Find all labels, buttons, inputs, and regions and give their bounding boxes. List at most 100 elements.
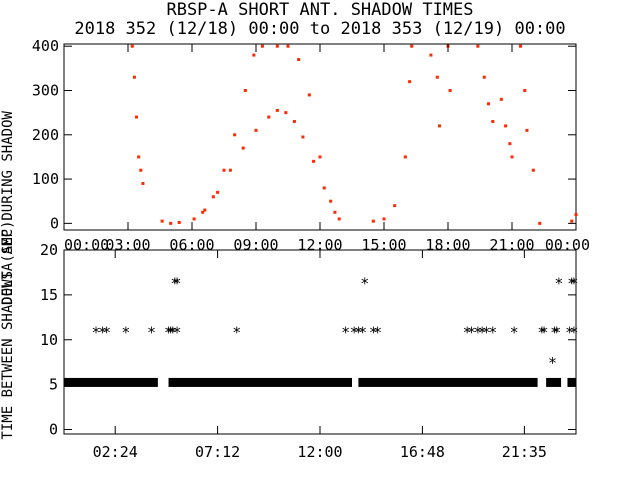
top-data-point	[275, 44, 279, 48]
bottom-x-tick-label: 07:12	[195, 443, 240, 461]
top-data-point	[286, 44, 290, 48]
top-y-tick-label: 300	[32, 82, 59, 100]
bottom-data-point: *	[552, 324, 561, 342]
bottom-data-point: *	[510, 324, 519, 342]
top-data-point	[437, 124, 441, 128]
top-data-point	[410, 44, 414, 48]
top-data-point	[329, 199, 333, 203]
top-plot-frame	[63, 43, 577, 231]
bottom-baseline-points	[567, 377, 576, 387]
top-y-tick-label: 0	[50, 214, 59, 232]
top-data-point	[297, 58, 301, 61]
bottom-data-point: *	[341, 324, 350, 342]
bottom-data-point: *	[147, 324, 156, 342]
top-data-point	[429, 53, 433, 57]
bottom-data-point: *	[164, 324, 173, 342]
top-data-point	[574, 213, 578, 216]
top-data-point	[284, 111, 288, 115]
top-data-point	[448, 89, 452, 92]
top-data-point	[337, 217, 341, 221]
bottom-data-point: *	[539, 324, 548, 342]
bottom-data-point: *	[473, 324, 482, 342]
bottom-y-tick-label: 20	[40, 241, 58, 259]
top-data-point	[252, 53, 256, 57]
bottom-data-point: *	[565, 324, 574, 342]
bottom-x-tick-label: 02:24	[93, 443, 138, 461]
top-y-tick-label: 100	[32, 170, 59, 188]
top-x-tick-label: 03:00	[105, 236, 150, 254]
top-y-tick-label: 200	[32, 126, 59, 144]
bottom-data-point: *	[373, 324, 382, 342]
top-data-point	[130, 44, 134, 48]
top-data-point	[139, 168, 143, 172]
top-x-tick-label: 18:00	[425, 236, 470, 254]
bottom-data-point: *	[354, 324, 363, 342]
bottom-data-point: *	[91, 324, 100, 342]
top-data-point	[260, 44, 264, 48]
bottom-data-point: *	[569, 324, 578, 342]
top-data-point	[132, 75, 136, 79]
top-y-tick-label: 400	[32, 37, 59, 55]
bottom-y-tick-label: 0	[49, 421, 58, 439]
top-data-point	[192, 217, 196, 221]
bottom-data-point: *	[467, 324, 476, 342]
bottom-data-point: *	[360, 274, 369, 292]
top-data-point	[216, 190, 220, 194]
bottom-data-point: *	[173, 274, 182, 292]
top-data-point	[482, 75, 486, 79]
bottom-plot: *** * * ******* * ****** ****** * ********** 0 5 1…	[40, 241, 578, 461]
top-data-point	[408, 80, 412, 84]
bottom-baseline-points	[358, 377, 538, 387]
top-data-point	[371, 219, 375, 223]
bottom-baseline-points	[546, 377, 562, 387]
top-data-point	[267, 115, 271, 119]
bottom-data-point: *	[121, 324, 130, 342]
bottom-data-point: *	[350, 324, 359, 342]
top-data-point	[141, 182, 145, 185]
top-data-point	[523, 89, 527, 92]
bottom-data-point: *	[232, 324, 241, 342]
top-data-point	[333, 210, 337, 214]
chart-subtitle: 2018 352 (12/18) 00:00 to 2018 353 (12/1…	[74, 19, 565, 39]
top-data-point	[312, 159, 316, 163]
top-data-point	[233, 133, 237, 137]
bottom-data-point: *	[488, 324, 497, 342]
bottom-data-point: *	[478, 324, 487, 342]
top-plot-marks	[130, 44, 578, 225]
bottom-x-tick-label: 16:48	[400, 443, 445, 461]
bottom-data-point: *	[550, 324, 559, 342]
top-x-tick-label: 15:00	[361, 236, 406, 254]
top-data-point	[510, 155, 514, 159]
top-x-tick-label: 21:00	[489, 236, 534, 254]
top-x-tick-label: 06:00	[169, 236, 214, 254]
top-data-point	[222, 168, 226, 172]
bottom-data-point: *	[166, 324, 175, 342]
bottom-data-point: *	[358, 324, 367, 342]
bottom-data-point: *	[369, 324, 378, 342]
top-x-tick-label: 09:00	[233, 236, 278, 254]
top-x-tick-label: 00:00	[64, 236, 109, 254]
top-data-point	[135, 115, 139, 119]
top-data-point	[137, 155, 141, 159]
bottom-data-point: *	[168, 324, 177, 342]
top-data-point	[160, 219, 164, 223]
top-data-point	[243, 89, 247, 92]
bottom-baseline-points	[168, 377, 352, 387]
top-plot-y-ticks: 0 100 200 300 400	[32, 37, 576, 232]
bottom-data-point: *	[567, 274, 576, 292]
top-data-point	[403, 155, 407, 159]
top-data-point	[203, 208, 207, 212]
top-x-tick-label: 00:00	[545, 236, 590, 254]
top-data-point	[254, 128, 258, 132]
top-data-point	[275, 108, 279, 112]
bottom-data-point: *	[102, 324, 111, 342]
top-data-point	[508, 142, 512, 146]
top-data-point	[292, 120, 296, 123]
bottom-y-tick-label: 15	[40, 286, 58, 304]
bottom-plot-marks: *** * * ******* * ****** ****** * **********	[64, 274, 578, 387]
top-data-point	[538, 221, 542, 225]
top-data-point	[491, 120, 495, 123]
top-data-point	[177, 220, 181, 224]
top-data-point	[499, 97, 503, 101]
